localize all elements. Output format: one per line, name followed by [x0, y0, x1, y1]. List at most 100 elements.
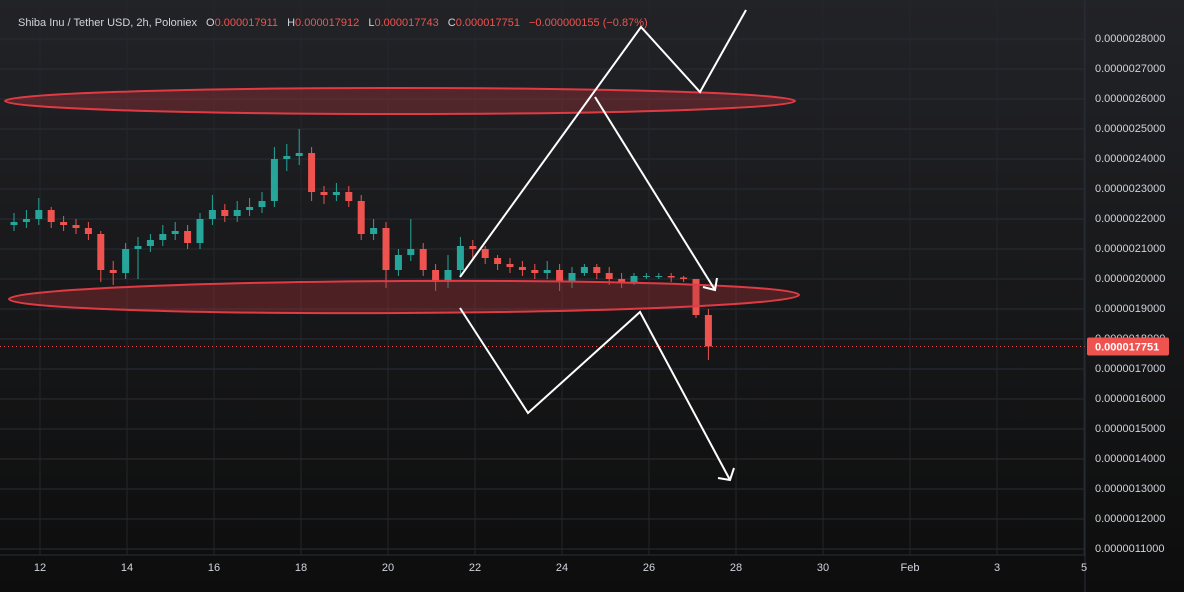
candle-body [320, 192, 328, 195]
candle-body [680, 277, 688, 279]
candle-body [382, 228, 390, 270]
x-tick-label: 12 [34, 562, 46, 574]
candle-body [84, 228, 92, 234]
close-key: C [448, 17, 456, 29]
y-tick-label: 0.0000014000 [1095, 453, 1165, 465]
y-tick-label: 0.0000024000 [1095, 153, 1165, 165]
candle-body [97, 234, 105, 270]
candle-body [146, 240, 154, 246]
candle-body [270, 159, 278, 201]
candle-body [444, 270, 452, 282]
candle-body [642, 276, 650, 277]
candle-body [531, 270, 539, 273]
x-tick-label: 5 [1081, 562, 1087, 574]
low: 0.000017743 [374, 17, 438, 29]
x-tick-label: 14 [121, 562, 133, 574]
candle-body [10, 222, 18, 225]
y-tick-label: 0.0000011000 [1095, 543, 1165, 555]
candle-body [518, 267, 526, 270]
candle-body [308, 153, 316, 192]
candle-body [407, 249, 415, 255]
x-tick-label: 22 [469, 562, 481, 574]
candle-body [630, 276, 638, 282]
y-tick-label: 0.0000021000 [1095, 243, 1165, 255]
candle-body [258, 201, 266, 207]
candle-body [60, 222, 68, 225]
candle-body [556, 270, 564, 282]
y-tick-label: 0.0000026000 [1095, 93, 1165, 105]
candle-body [357, 201, 365, 234]
drawings [4, 9, 800, 482]
candle-body [47, 210, 55, 222]
candle-body [72, 225, 80, 228]
candle-body [122, 249, 130, 273]
candle-body [283, 156, 291, 159]
candle-body [134, 246, 142, 249]
legend-header: Shiba Inu / Tether USD, 2h, Poloniex O0.… [18, 17, 648, 29]
candle-body [394, 255, 402, 270]
candle-body [667, 276, 675, 278]
candle-body [208, 210, 216, 219]
candle-body [246, 207, 254, 210]
close: 0.000017751 [456, 17, 520, 29]
candle-body [295, 153, 303, 156]
zone-ellipse [8, 279, 800, 315]
candle-body [593, 267, 601, 273]
change: −0.000000155 (−0.87%) [529, 17, 648, 29]
candle-body [159, 234, 167, 240]
candle-body [419, 249, 427, 270]
candle-body [618, 279, 626, 282]
candle-body [469, 246, 477, 249]
candle-body [35, 210, 43, 219]
y-tick-label: 0.0000012000 [1095, 513, 1165, 525]
candle-body [456, 246, 464, 270]
y-tick-label: 0.0000022000 [1095, 213, 1165, 225]
x-tick-label: 28 [730, 562, 742, 574]
last-price-tag [1087, 337, 1169, 356]
header-line: Shiba Inu / Tether USD, 2h, Poloniex O0.… [18, 17, 648, 29]
zone-ellipse [4, 87, 796, 115]
candle-body [704, 315, 712, 347]
candle-body [221, 210, 229, 216]
x-tick-label: 24 [556, 562, 568, 574]
zigzag [459, 9, 747, 278]
y-tick-label: 0.0000016000 [1095, 393, 1165, 405]
y-tick-label: 0.0000027000 [1095, 63, 1165, 75]
x-tick-label: 3 [994, 562, 1000, 574]
candle-body [345, 192, 353, 201]
y-tick-label: 0.0000017000 [1095, 363, 1165, 375]
open: 0.000017911 [215, 17, 278, 29]
x-tick-label: 20 [382, 562, 394, 574]
arrow-head [702, 277, 718, 292]
x-tick-label: 30 [817, 562, 829, 574]
candle-body [332, 192, 340, 195]
candle-body [568, 273, 576, 282]
candle-body [605, 273, 613, 279]
high-key: H [287, 17, 295, 29]
candle-body [171, 231, 179, 234]
candle-body [109, 270, 117, 273]
y-tick-label: 0.0000019000 [1095, 303, 1165, 315]
arrow-line [459, 307, 731, 481]
y-tick-label: 0.0000025000 [1095, 123, 1165, 135]
candle-body [580, 267, 588, 273]
candle-body [494, 258, 502, 264]
last-price-label: 0.000017751 [1095, 341, 1159, 353]
y-tick-label: 0.0000023000 [1095, 183, 1165, 195]
open-key: O [206, 17, 215, 29]
y-tick-label: 0.0000020000 [1095, 273, 1165, 285]
candle-body [506, 264, 514, 267]
candle-body [692, 279, 700, 315]
x-tick-label: Feb [901, 562, 920, 574]
candle-body [543, 270, 551, 273]
axes: 0.0000028000 0.0000027000 0.0000026000 0.00… [34, 33, 1169, 574]
candle-body [481, 249, 489, 258]
candle-body [233, 210, 241, 216]
candle-body [196, 219, 204, 243]
y-tick-label: 0.0000015000 [1095, 423, 1165, 435]
x-tick-label: 18 [295, 562, 307, 574]
arrow-head [717, 467, 735, 482]
candle-body [184, 231, 192, 243]
